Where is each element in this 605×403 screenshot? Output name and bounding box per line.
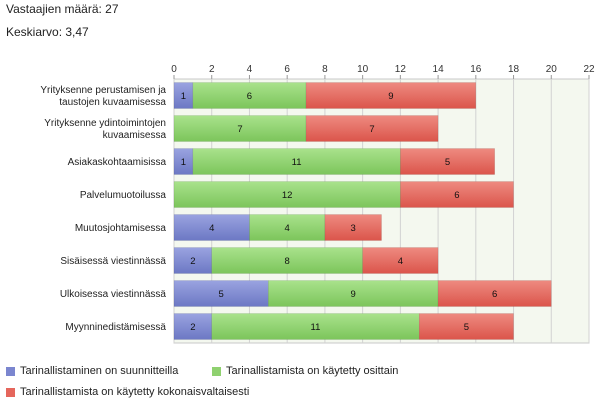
legend-item-comprehensive: Tarinallistamista on käytetty kokonaisva… bbox=[6, 386, 249, 398]
category-label: kuvaamisessa bbox=[103, 130, 167, 141]
bar-value-label: 8 bbox=[285, 256, 290, 267]
bar-value-label: 2 bbox=[190, 256, 195, 267]
bar-value-label: 4 bbox=[285, 223, 290, 234]
tick-label: 12 bbox=[395, 64, 407, 75]
bar-value-label: 2 bbox=[190, 322, 195, 333]
bar-value-label: 11 bbox=[311, 322, 321, 333]
bar-segment bbox=[305, 82, 477, 109]
legend-swatch bbox=[212, 366, 221, 376]
respondent-count: Vastaajien määrä: 27 bbox=[6, 2, 119, 16]
tick-label: 14 bbox=[433, 64, 445, 75]
bar-value-label: 4 bbox=[209, 223, 214, 234]
category-label: Sisäisessä viestinnässä bbox=[60, 256, 166, 267]
bar-segment bbox=[249, 214, 326, 241]
bar-value-label: 6 bbox=[492, 289, 497, 300]
category-label: Asiakaskohtaamisissa bbox=[68, 157, 167, 168]
tick-label: 18 bbox=[508, 64, 520, 75]
bar-value-label: 1 bbox=[181, 91, 186, 102]
bar-value-label: 4 bbox=[398, 256, 403, 267]
bar-value-label: 5 bbox=[445, 157, 450, 168]
tick-label: 4 bbox=[247, 64, 253, 75]
category-label: Muutosjohtamisessa bbox=[75, 223, 167, 234]
legend-label: Tarinallistamista on käytetty osittain bbox=[226, 365, 399, 377]
bar-segment bbox=[173, 214, 250, 241]
bar-value-label: 11 bbox=[292, 157, 302, 168]
legend-swatch bbox=[6, 366, 15, 376]
bar-segment bbox=[400, 148, 495, 175]
tick-label: 10 bbox=[357, 64, 369, 75]
bar-segment bbox=[173, 313, 212, 340]
category-label: Yrityksenne perustamisen ja bbox=[40, 85, 166, 96]
bars: 1 6 97 71 11 512 64 4 32 8 45 9 62 11 5 bbox=[173, 82, 552, 340]
bar-segment bbox=[305, 115, 439, 142]
tick-label: 0 bbox=[171, 64, 177, 75]
bar-value-label: 7 bbox=[369, 124, 374, 135]
bar-value-label: 7 bbox=[237, 124, 242, 135]
x-axis-ticks: 0 2 4 6 8 10 12 14 16 18 20 22 bbox=[171, 64, 595, 79]
legend-label: Tarinallistamista on käytetty kokonaisva… bbox=[20, 386, 250, 398]
bar-segment bbox=[173, 115, 307, 142]
tick-label: 2 bbox=[209, 64, 215, 75]
category-label: Palvelumuotoilussa bbox=[80, 190, 167, 201]
legend-item-partial: Tarinallistamista on käytetty osittain bbox=[212, 365, 398, 377]
bar-segment bbox=[211, 247, 363, 274]
bar-value-label: 6 bbox=[454, 190, 459, 201]
tick-label: 6 bbox=[284, 64, 290, 75]
bar-value-label: 5 bbox=[219, 289, 224, 300]
bar-value-label: 9 bbox=[388, 91, 393, 102]
tick-label: 22 bbox=[583, 64, 595, 75]
bar-segment bbox=[173, 247, 212, 274]
bar-value-label: 1 bbox=[181, 157, 186, 168]
bar-segment bbox=[437, 280, 552, 307]
tick-label: 16 bbox=[470, 64, 482, 75]
bar-segment bbox=[268, 280, 439, 307]
legend-label: Tarinallistaminen on suunnitteilla bbox=[20, 365, 179, 377]
bar-segment bbox=[173, 181, 401, 208]
bar-value-label: 6 bbox=[247, 91, 252, 102]
bar-segment bbox=[324, 214, 382, 241]
category-label: taustojen kuvaamisessa bbox=[59, 97, 166, 108]
mean-value: Keskiarvo: 3,47 bbox=[6, 25, 89, 39]
category-label: Yrityksenne ydintoimintojen bbox=[44, 118, 166, 129]
bar-segment bbox=[192, 148, 401, 175]
bar-segment bbox=[400, 181, 514, 208]
tick-label: 20 bbox=[546, 64, 558, 75]
bar-segment bbox=[362, 247, 439, 274]
category-label: Ulkoisessa viestinnässä bbox=[60, 289, 167, 300]
legend-item-planned: Tarinallistaminen on suunnitteilla bbox=[6, 365, 178, 377]
bar-value-label: 9 bbox=[351, 289, 356, 300]
legend-swatch bbox=[6, 387, 15, 397]
bar-segment bbox=[418, 313, 514, 340]
category-label: Myynninedistämisessä bbox=[65, 322, 166, 333]
bar-segment bbox=[173, 280, 269, 307]
bar-segment bbox=[192, 82, 307, 109]
bar-value-label: 3 bbox=[351, 223, 356, 234]
bar-value-label: 12 bbox=[282, 190, 293, 201]
bar-segment bbox=[211, 313, 420, 340]
tick-label: 8 bbox=[322, 64, 328, 75]
bar-value-label: 5 bbox=[464, 322, 469, 333]
